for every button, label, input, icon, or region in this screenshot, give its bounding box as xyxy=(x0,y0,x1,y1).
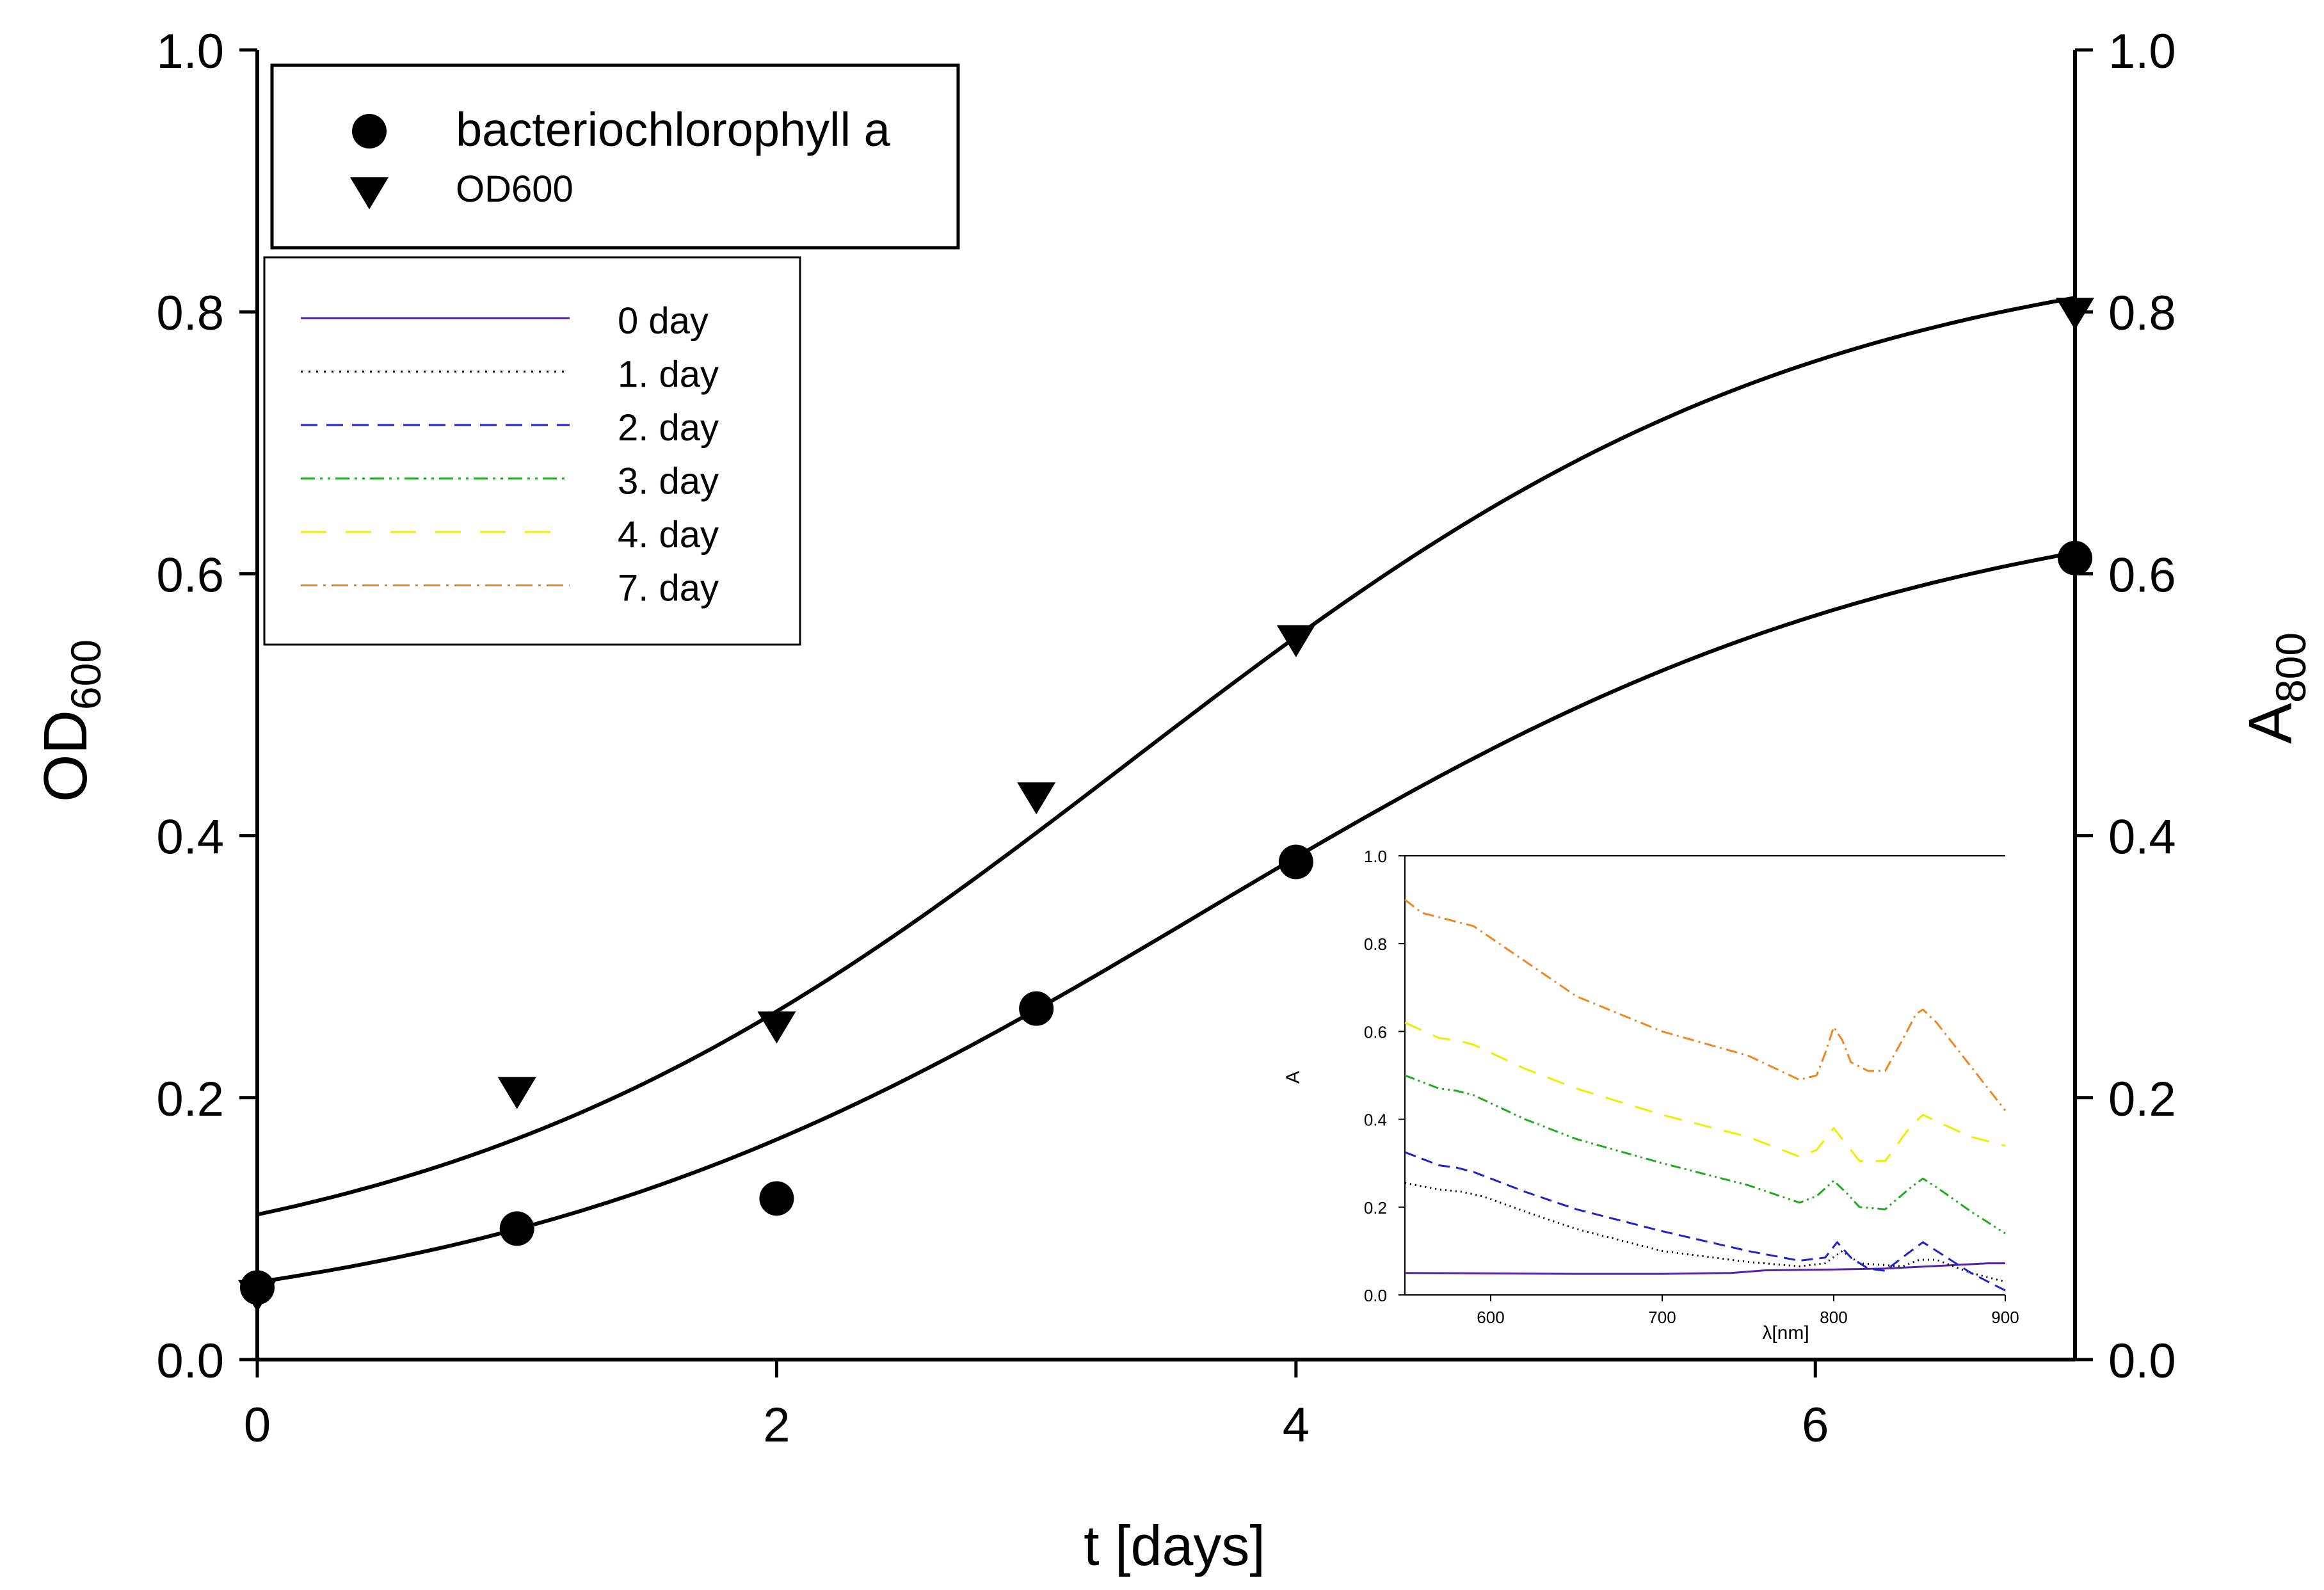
y-tick-label: 0.8 xyxy=(156,286,224,341)
y2-tick-label: 0.2 xyxy=(2108,1072,2176,1127)
main-fit-curves xyxy=(257,296,2076,1284)
inset-series-line xyxy=(1404,1262,2005,1275)
od600-data-point xyxy=(2056,298,2094,330)
legend-line-label: 3. day xyxy=(618,461,719,502)
od600-data-point xyxy=(238,1280,276,1312)
legend-line-label: 7. day xyxy=(618,568,719,609)
legend-label-bchl: bacteriochlorophyll a xyxy=(456,103,891,156)
y-axis-label-sub: 600 xyxy=(62,639,109,710)
y-axis-label-main: OD xyxy=(31,710,100,802)
inset-y-tick-label: 0.0 xyxy=(1364,1286,1387,1305)
inset-x-tick-label: 700 xyxy=(1648,1308,1676,1327)
y-axis-label: OD600 xyxy=(31,639,109,802)
x-axis-label: t [days] xyxy=(1084,1514,1265,1577)
bchl-data-point xyxy=(2058,540,2092,575)
y2-axis-label: A800 xyxy=(2236,632,2314,744)
legend-line-label: 0 day xyxy=(618,300,709,342)
inset-spectra-chart: 0.0 0.2 0.4 0.6 0.8 1.0 600 700 800 900 λ[nm] A xyxy=(1283,847,2019,1344)
bchl-data-point xyxy=(1278,844,1313,879)
main-axis-labels: t [days] OD600 A800 xyxy=(31,632,2314,1577)
bchl-data-point xyxy=(499,1211,534,1246)
inset-series-line xyxy=(1404,1151,2006,1292)
y2-tick-label: 0.0 xyxy=(2108,1334,2176,1388)
inset-y-tick-label: 0.8 xyxy=(1364,935,1387,954)
inset-series-line xyxy=(1404,1074,2006,1235)
inset-spectra-lines xyxy=(1404,899,2007,1292)
x-tick-label: 2 xyxy=(763,1398,790,1452)
inset-y-tick-label: 0.6 xyxy=(1364,1022,1387,1041)
legend-line-label: 2. day xyxy=(618,407,719,449)
main-axes: 0.0 0.0 0.2 0.2 0.4 0.4 0.6 0.6 0.8 0.8 1.0 1.0 0 2 4 6 xyxy=(156,24,2176,1452)
inset-x-tick-label: 600 xyxy=(1477,1308,1504,1327)
y2-tick-label: 1.0 xyxy=(2108,24,2176,79)
inset-series-line xyxy=(1404,899,2007,1111)
inset-y-axis-label: A xyxy=(1283,1071,1304,1084)
inset-y-tick-label: 0.4 xyxy=(1364,1111,1387,1130)
inset-x-tick-label: 800 xyxy=(1820,1308,1847,1327)
inset-x-tick-label: 900 xyxy=(1991,1308,2019,1327)
inset-y-tick-label: 0.2 xyxy=(1364,1198,1387,1217)
y2-tick-label: 0.6 xyxy=(2108,548,2176,602)
inset-x-axis-label: λ[nm] xyxy=(1762,1322,1809,1344)
inset-axes: 0.0 0.2 0.4 0.6 0.8 1.0 600 700 800 900 xyxy=(1364,847,2019,1327)
x-tick-label: 0 xyxy=(244,1398,271,1452)
inset-series-line xyxy=(1404,1022,2006,1162)
inset-series-line xyxy=(1404,1182,2006,1283)
y-tick-label: 0.6 xyxy=(156,548,224,602)
y-tick-label: 1.0 xyxy=(156,24,224,79)
y-tick-label: 0.2 xyxy=(156,1072,224,1127)
legend-triangle-marker xyxy=(350,177,389,209)
legend-lines-frame xyxy=(263,256,801,646)
y2-tick-label: 0.4 xyxy=(2108,810,2176,865)
inset-y-tick-label: 1.0 xyxy=(1364,847,1387,866)
legend-circle-marker xyxy=(352,114,387,149)
fit-curve xyxy=(257,550,2076,1284)
y-tick-label: 0.0 xyxy=(156,1334,224,1388)
bchl-data-point xyxy=(759,1181,794,1216)
x-tick-label: 6 xyxy=(1802,1398,1829,1452)
legend-markers: bacteriochlorophyll a OD600 xyxy=(270,63,960,250)
main-data-markers xyxy=(238,298,2094,1312)
y2-axis-label-main: A xyxy=(2236,703,2305,744)
od600-data-point xyxy=(497,1077,536,1109)
od600-data-point xyxy=(757,1011,796,1044)
inset-background xyxy=(1392,856,2007,1298)
bchl-data-point xyxy=(1019,991,1054,1026)
legend-label-od600: OD600 xyxy=(456,168,573,210)
fit-curve xyxy=(257,296,2076,1217)
x-tick-label: 4 xyxy=(1283,1398,1310,1452)
legend-line-label: 1. day xyxy=(618,354,719,396)
legend-markers-frame xyxy=(270,63,960,250)
legend-lines: 0 day 1. day 2. day 3. day 4. day 7. day xyxy=(263,256,801,646)
od600-data-point xyxy=(1276,625,1315,657)
y2-tick-label: 0.8 xyxy=(2108,286,2176,341)
legend-line-label: 4. day xyxy=(618,514,719,556)
od600-data-point xyxy=(1017,782,1056,815)
y2-axis-label-sub: 800 xyxy=(2267,632,2314,703)
y-tick-label: 0.4 xyxy=(156,810,224,865)
